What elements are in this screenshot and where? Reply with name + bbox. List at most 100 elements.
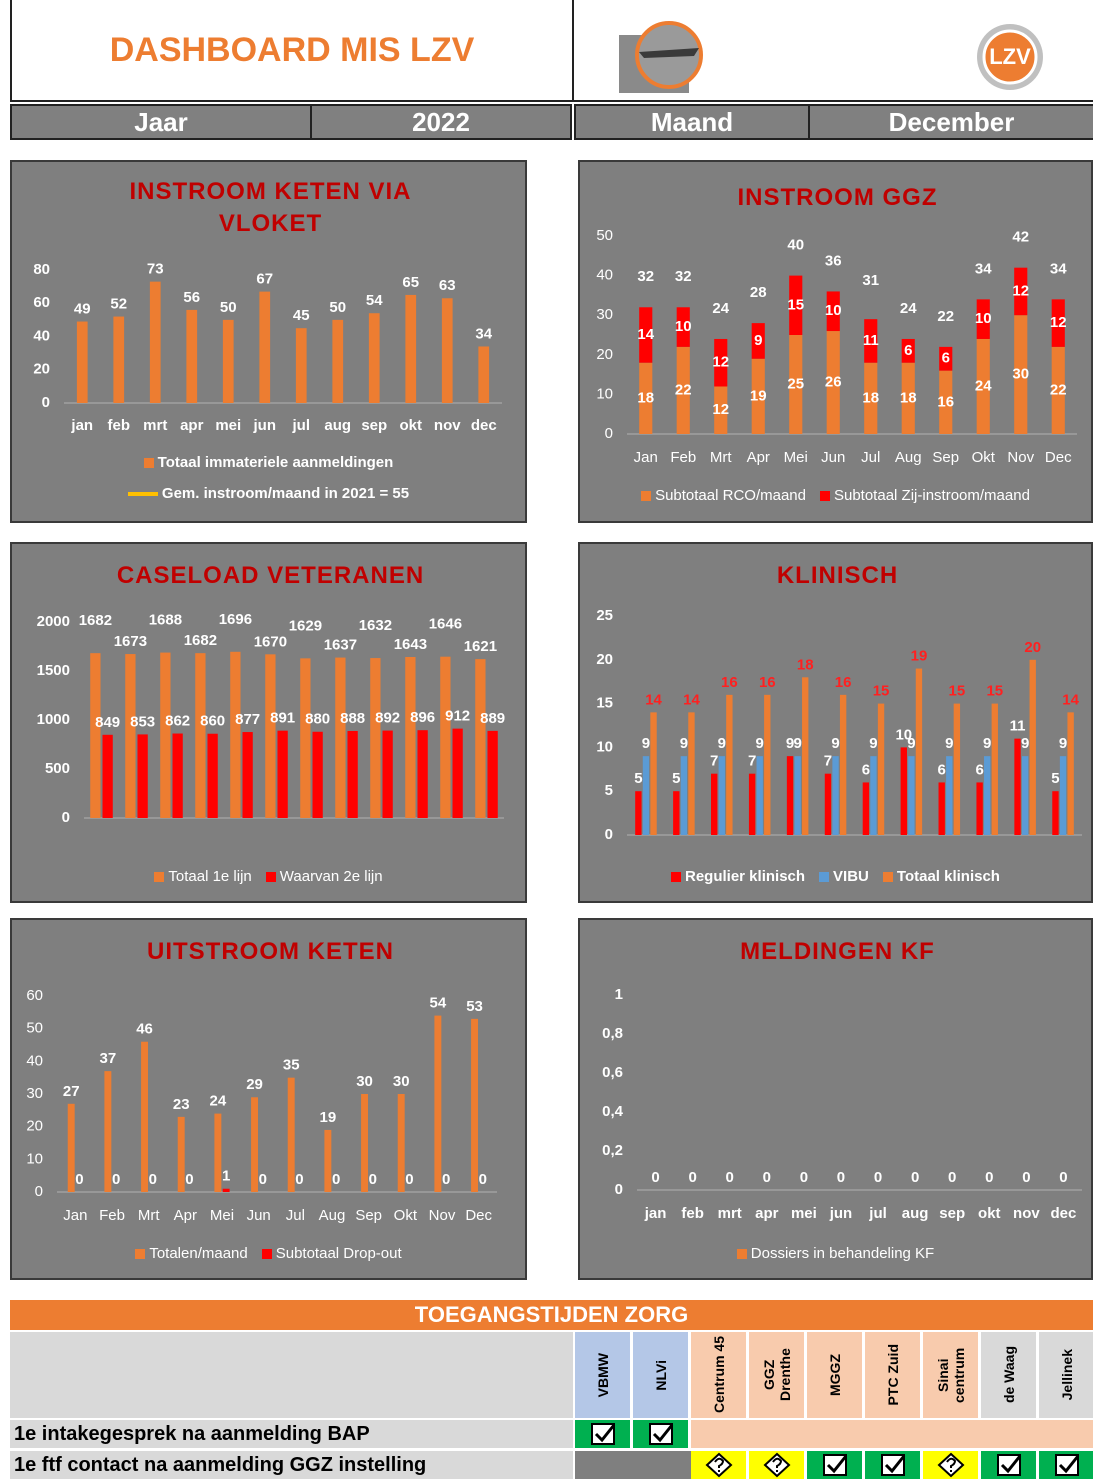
chart-panel: 0102030405060JanFebMrtAprMeiJunJulAugSep… [10, 918, 527, 1280]
x-tick-label: Feb [670, 449, 696, 466]
check-icon [994, 1453, 1024, 1477]
legend-swatch [641, 491, 651, 501]
value-label: 1670 [254, 633, 287, 650]
bar [288, 1078, 295, 1192]
logo-box: LZV [572, 0, 1093, 102]
y-tick-label: 0 [62, 809, 70, 826]
value-label: 5 [672, 770, 680, 787]
value-label: 12 [1012, 282, 1029, 299]
x-tick-label: mei [791, 1205, 817, 1222]
dashboard-title: DASHBOARD MIS LZV [110, 31, 475, 70]
total-label: 31 [862, 272, 879, 289]
bar [719, 756, 725, 835]
bar [478, 346, 489, 403]
bar [954, 704, 960, 835]
bar [635, 791, 641, 835]
x-tick-label: Feb [99, 1207, 125, 1224]
legend-label: Gem. instroom/maand in 2021 = 55 [162, 485, 409, 502]
legend: Regulier klinischVIBUTotaal klinisch [580, 868, 1091, 885]
legend-swatch [883, 872, 893, 882]
value-label: 7 [748, 753, 756, 770]
bar [296, 328, 307, 403]
value-label: 9 [793, 735, 801, 752]
x-tick-label: jun [829, 1205, 853, 1222]
legend-label: VIBU [833, 868, 869, 885]
bar [1060, 756, 1066, 835]
x-tick-label: Apr [747, 449, 770, 466]
value-label: 1673 [114, 633, 147, 650]
total-label: 24 [900, 300, 917, 317]
value-label: 1646 [429, 616, 462, 633]
y-tick-label: 40 [33, 327, 50, 344]
value-label: 20 [1024, 639, 1041, 656]
check-icon [878, 1453, 908, 1477]
bar [68, 1104, 75, 1192]
bar [440, 657, 450, 818]
y-tick-label: 0 [42, 394, 50, 411]
status-cell [749, 1420, 807, 1448]
value-label: 19 [320, 1109, 337, 1126]
value-label: 0 [369, 1171, 377, 1188]
value-label: 22 [675, 381, 692, 398]
legend-item: Totalen/maand [135, 1245, 247, 1262]
x-tick-label: mrt [143, 417, 167, 434]
bar [825, 774, 831, 835]
legend-label: Subtotaal RCO/maand [655, 487, 806, 504]
value-label: 6 [975, 761, 983, 778]
value-label: 1621 [464, 638, 497, 655]
status-cell [691, 1420, 749, 1448]
month-value: December [808, 104, 1093, 140]
bar [475, 659, 485, 818]
y-tick-label: 40 [596, 267, 613, 284]
column-header: Sinai centrum [923, 1332, 978, 1418]
column-header-text: VBMW [595, 1353, 611, 1397]
row-label: 1e ftf contact na aanmelding GGZ instell… [10, 1451, 573, 1479]
bar [207, 734, 217, 818]
status-cell [923, 1420, 981, 1448]
total-label: 34 [1050, 260, 1067, 277]
y-tick-label: 80 [33, 261, 50, 278]
value-label: 0 [442, 1171, 450, 1188]
value-label: 24 [210, 1093, 227, 1110]
value-label: 35 [283, 1057, 300, 1074]
value-label: 37 [100, 1050, 117, 1067]
value-label: 10 [975, 310, 992, 327]
x-tick-label: okt [400, 417, 423, 434]
column-header: de Waag [981, 1332, 1036, 1418]
value-label: 1643 [394, 636, 427, 653]
value-label: 54 [430, 995, 447, 1012]
bar [1030, 660, 1036, 835]
value-label: 0 [726, 1169, 734, 1186]
legend-swatch [266, 872, 276, 882]
value-label: 14 [1062, 691, 1079, 708]
value-label: 23 [173, 1096, 190, 1113]
value-label: 11 [863, 332, 879, 349]
bar [405, 295, 416, 403]
x-tick-label: apr [755, 1205, 779, 1222]
bar [300, 658, 310, 818]
value-label: 30 [356, 1073, 373, 1090]
value-label: 12 [1050, 314, 1067, 331]
y-tick-label: 50 [26, 1020, 43, 1037]
x-tick-label: nov [434, 417, 461, 434]
y-tick-label: 10 [596, 738, 613, 755]
bar [277, 731, 287, 818]
x-tick-label: sep [939, 1205, 965, 1222]
status-cell [981, 1451, 1036, 1479]
value-label: 9 [1021, 735, 1029, 752]
bar [870, 756, 876, 835]
x-tick-label: Nov [429, 1207, 456, 1224]
legend-label: Subtotaal Drop-out [276, 1245, 402, 1262]
x-tick-label: Apr [174, 1207, 197, 1224]
total-label: 36 [825, 252, 842, 269]
bar [125, 654, 135, 818]
value-label: 892 [375, 710, 400, 727]
legend-item: Totaal klinisch [883, 868, 1000, 885]
value-label: 1682 [79, 612, 112, 629]
bar [673, 791, 679, 835]
bar [137, 734, 147, 818]
legend-item: Gem. instroom/maand in 2021 = 55 [128, 485, 409, 502]
status-cell [1039, 1451, 1093, 1479]
value-label: 24 [975, 377, 992, 394]
